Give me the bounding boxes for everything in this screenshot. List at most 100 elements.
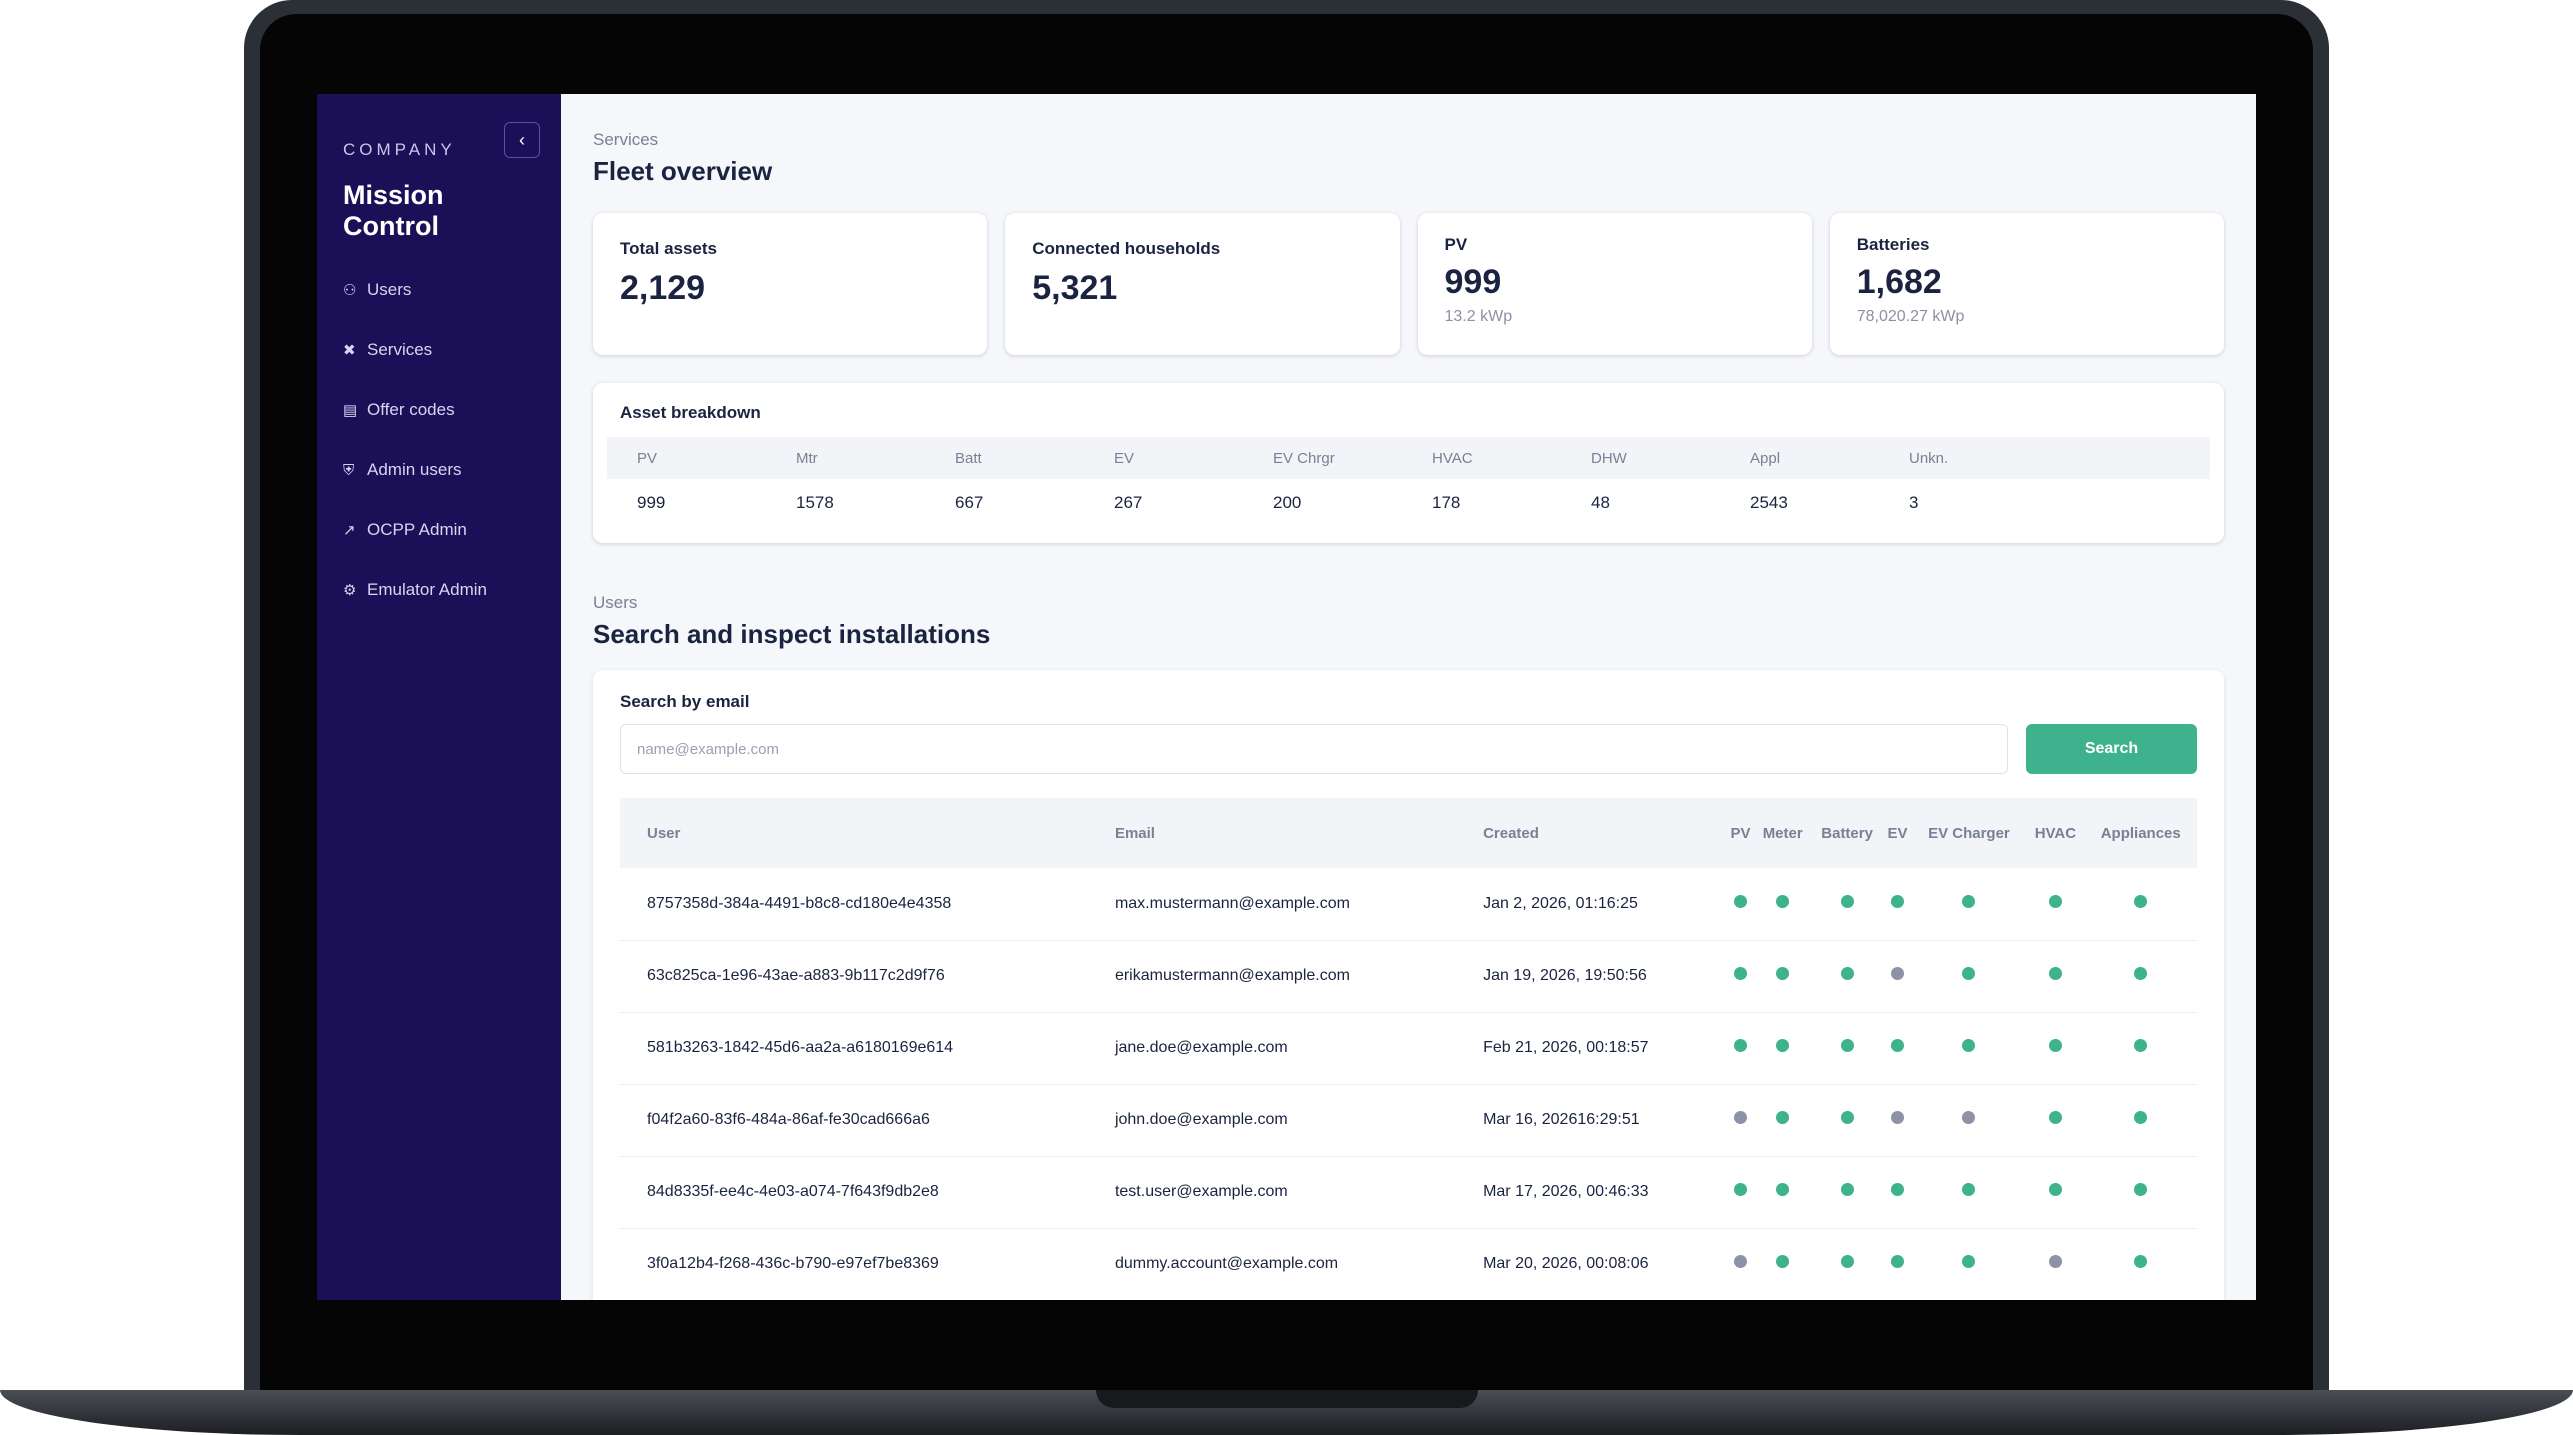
stat-card-label: PV xyxy=(1444,235,1468,254)
status-active-icon xyxy=(1890,894,1904,908)
cell-created: Mar 17, 2026, 00:46:33 xyxy=(1456,1156,1727,1229)
status-inactive-icon xyxy=(1890,1111,1904,1124)
cell-status xyxy=(1810,1156,1884,1229)
table-row[interactable]: 581b3263-1842-45d6-aa2a-a6180169e614 jane… xyxy=(620,1012,2197,1085)
status-active-icon xyxy=(1962,1255,1976,1268)
status-active-icon xyxy=(2048,967,2062,980)
stat-card-batteries: Batteries 1,682 78,020.27 kWp xyxy=(1829,213,2224,355)
breakdown-header-cell: EV xyxy=(1114,449,1135,467)
breakdown-header-cell: Unkn. xyxy=(1909,449,1949,467)
asset-breakdown-panel: Asset breakdown PV Mtr Batt EV EV Chrgr HVAC D… xyxy=(593,383,2224,543)
stat-card-pv: PV 999 13.2 kWp xyxy=(1417,213,1812,355)
column-header[interactable]: Created xyxy=(1483,824,1539,842)
table-row[interactable]: 8757358d-384a-4491-b8c8-cd180e4e4358 max.… xyxy=(620,868,2197,941)
sidebar: COMPANY ‹ Mission Control ⚇ Users ✖ Serv… xyxy=(317,94,561,1300)
search-panel: Search by email Search User Email Created P… xyxy=(593,670,2224,1300)
cell-status xyxy=(1810,940,1884,1013)
status-active-icon xyxy=(2134,1111,2148,1124)
cell-status xyxy=(1754,868,1811,941)
stat-cards: Total assets 2,129 Connected households … xyxy=(593,213,2224,355)
breakdown-value-cell: 267 xyxy=(1114,493,1143,512)
column-header[interactable]: Email xyxy=(1114,824,1155,842)
cell-status xyxy=(1754,1084,1811,1157)
sidebar-item-users[interactable]: ⚇ Users xyxy=(343,260,535,320)
breakdown-value-cell: 178 xyxy=(1432,493,1461,512)
cell-status xyxy=(1883,1156,1912,1229)
asset-breakdown-values: 999 1578 667 267 200 178 48 2543 3 xyxy=(607,479,2210,527)
status-inactive-icon xyxy=(1734,1255,1748,1268)
breakdown-header-cell: Batt xyxy=(955,449,982,467)
breakdown-header-cell: HVAC xyxy=(1432,449,1473,467)
table-body: 8757358d-384a-4491-b8c8-cd180e4e4358 max.… xyxy=(620,868,2197,1300)
table-row[interactable]: 84d8335f-ee4c-4e03-a074-7f643f9db2e8 test… xyxy=(620,1156,2197,1229)
cell-status xyxy=(1726,1156,1755,1229)
sidebar-item-ocpp-admin[interactable]: ↗ OCPP Admin xyxy=(343,500,535,560)
sidebar-item-label: Services xyxy=(367,340,433,359)
status-inactive-icon xyxy=(1890,967,1904,980)
breakdown-value-cell: 3 xyxy=(1909,493,1919,512)
status-active-icon xyxy=(1776,1255,1790,1268)
status-active-icon xyxy=(1734,1183,1748,1196)
cell-status xyxy=(1810,868,1884,941)
cell-created: Jan 2, 2026, 01:16:25 xyxy=(1456,868,1727,941)
breakdown-value-cell: 999 xyxy=(637,493,666,512)
table-row[interactable]: 3f0a12b4-f268-436c-b790-e97ef7be8369 dumm… xyxy=(620,1228,2197,1300)
cell-status xyxy=(1726,1012,1755,1085)
cell-created: Feb 21, 2026, 00:18:57 xyxy=(1456,1012,1727,1085)
column-header[interactable]: PV xyxy=(1730,824,1751,842)
laptop-notch xyxy=(1096,1390,1478,1408)
cogs-icon: ⚙ xyxy=(343,582,357,599)
column-header[interactable]: EV Charger xyxy=(1928,824,2010,842)
cell-status xyxy=(1911,940,2027,1013)
cell-status xyxy=(1883,1012,1912,1085)
sidebar-item-admin-users[interactable]: ⛨ Admin users xyxy=(343,440,535,500)
column-header[interactable]: Battery xyxy=(1821,824,1873,842)
table-row[interactable]: f04f2a60-83f6-484a-86af-fe30cad666a6 john… xyxy=(620,1084,2197,1157)
column-header[interactable]: EV xyxy=(1887,824,1908,842)
cell-email: jane.doe@example.com xyxy=(1087,1012,1457,1085)
cell-status xyxy=(1911,1228,2027,1300)
cell-user: 3f0a12b4-f268-436c-b790-e97ef7be8369 xyxy=(620,1228,1088,1300)
cell-status xyxy=(1911,1084,2027,1157)
status-active-icon xyxy=(1776,967,1790,980)
search-row: Search xyxy=(620,724,2197,774)
status-active-icon xyxy=(2134,1255,2148,1268)
stat-card-value: 1,682 xyxy=(1856,263,1942,301)
stat-card-sub: 78,020.27 kWp xyxy=(1856,308,1965,325)
collapse-sidebar-button[interactable]: ‹ xyxy=(504,122,540,158)
status-inactive-icon xyxy=(2048,1255,2062,1268)
sidebar-item-services[interactable]: ✖ Services xyxy=(343,320,535,380)
cell-status xyxy=(1754,940,1811,1013)
sidebar-item-label: Users xyxy=(367,280,412,299)
column-header[interactable]: HVAC xyxy=(2034,824,2077,842)
stat-card-value: 5,321 xyxy=(1032,269,1118,307)
ticket-icon: ▤ xyxy=(343,402,358,419)
cell-status xyxy=(2084,1012,2197,1085)
sidebar-item-emulator-admin[interactable]: ⚙ Emulator Admin xyxy=(343,560,535,620)
status-active-icon xyxy=(1840,1039,1854,1052)
status-active-icon xyxy=(2048,1039,2062,1052)
table-row[interactable]: 63c825ca-1e96-43ae-a883-9b117c2d9f76 erik… xyxy=(620,940,2197,1013)
cell-status xyxy=(1726,1228,1755,1300)
search-button[interactable]: Search xyxy=(2026,724,2197,774)
status-active-icon xyxy=(1962,1183,1976,1196)
external-link-icon: ↗ xyxy=(343,522,356,539)
cell-email: john.doe@example.com xyxy=(1087,1084,1457,1157)
search-label: Search by email xyxy=(620,692,750,711)
status-active-icon xyxy=(2134,967,2148,980)
cell-status xyxy=(1883,868,1912,941)
sidebar-item-label: OCPP Admin xyxy=(367,520,467,539)
status-active-icon xyxy=(1890,1255,1904,1268)
column-header[interactable]: Appliances xyxy=(2100,824,2181,842)
email-search-input[interactable] xyxy=(620,724,2008,774)
column-header[interactable]: User xyxy=(647,824,681,842)
status-active-icon xyxy=(1890,1039,1904,1052)
sidebar-item-label: Admin users xyxy=(367,460,462,479)
sidebar-item-offer-codes[interactable]: ▤ Offer codes xyxy=(343,380,535,440)
cell-user: 581b3263-1842-45d6-aa2a-a6180169e614 xyxy=(620,1012,1088,1085)
cell-status xyxy=(2026,1228,2085,1300)
stat-card-label: Total assets xyxy=(620,239,718,258)
status-active-icon xyxy=(1776,894,1790,908)
cell-status xyxy=(1754,1156,1811,1229)
column-header[interactable]: Meter xyxy=(1762,824,1803,842)
